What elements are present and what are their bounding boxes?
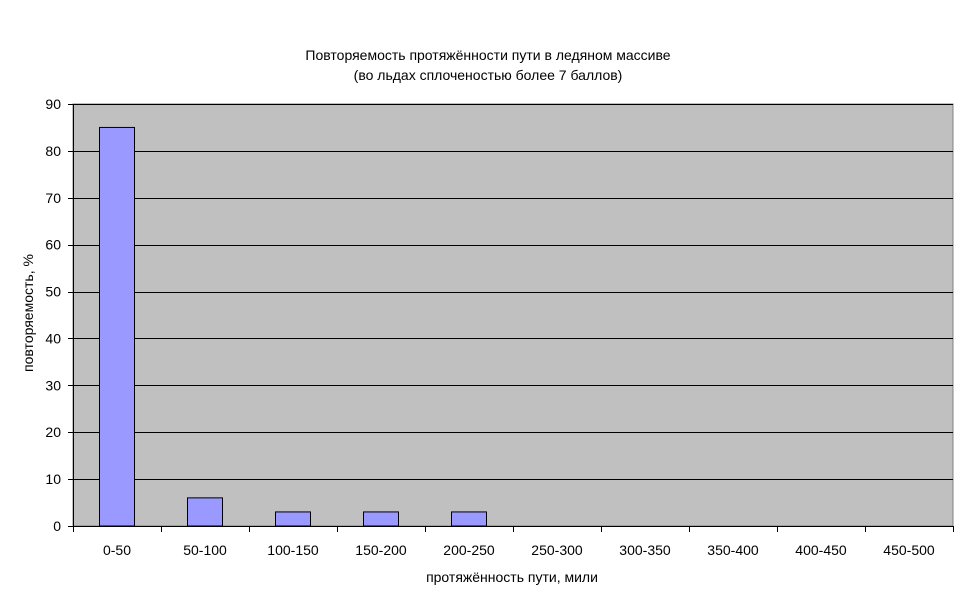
x-tick-label: 400-450 <box>795 542 847 558</box>
x-tick-label: 100-150 <box>267 542 319 558</box>
y-tick-label: 70 <box>45 190 61 206</box>
gridlines <box>73 104 953 480</box>
x-tick-label: 0-50 <box>103 542 131 558</box>
chart-subtitle: (во льдах сплоченостью более 7 баллов) <box>354 67 623 83</box>
y-tick-label: 20 <box>45 424 61 440</box>
bar <box>363 511 399 527</box>
y-tick-labels: 0 10 20 30 40 50 60 70 80 90 <box>45 96 61 534</box>
y-tick-label: 80 <box>45 143 61 159</box>
y-tick-label: 10 <box>45 471 61 487</box>
y-tick-label: 50 <box>45 284 61 300</box>
x-axis-label: протяжённость пути, мили <box>426 569 598 585</box>
x-tick-label: 150-200 <box>355 542 407 558</box>
bar <box>187 497 223 527</box>
x-tick-label: 350-400 <box>707 542 759 558</box>
plot-area <box>72 103 954 527</box>
bar <box>275 511 311 527</box>
chart-title: Повторяемость протяжённости пути в ледян… <box>305 47 670 63</box>
bars <box>99 126 487 527</box>
bar <box>99 126 135 527</box>
bar <box>451 511 487 527</box>
y-tick-label: 60 <box>45 237 61 253</box>
y-tick-label: 30 <box>45 377 61 393</box>
x-tick-label: 250-300 <box>531 542 583 558</box>
y-tick-label: 90 <box>45 96 61 112</box>
axes <box>68 104 954 532</box>
x-tick-label: 300-350 <box>619 542 671 558</box>
y-axis-label: повторяемость, % <box>20 254 36 372</box>
x-tick-label: 50-100 <box>183 542 227 558</box>
x-tick-label: 450-500 <box>883 542 935 558</box>
x-tick-label: 200-250 <box>443 542 495 558</box>
y-tick-label: 40 <box>45 330 61 346</box>
y-tick-label: 0 <box>53 518 61 534</box>
x-tick-labels: 0-50 50-100 100-150 150-200 200-250 250-300 30… <box>103 542 935 558</box>
